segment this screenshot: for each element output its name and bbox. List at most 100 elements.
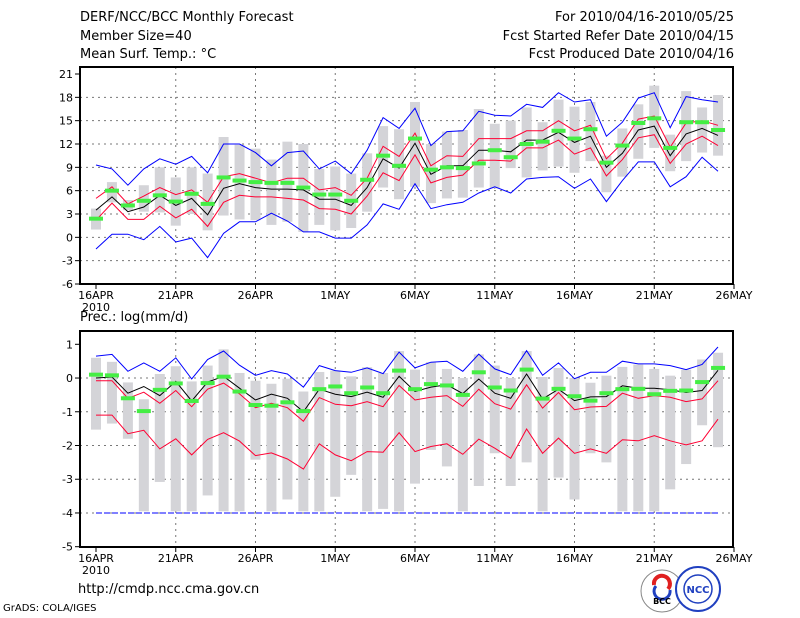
plot-frame [79, 66, 734, 285]
obs-marker [328, 192, 343, 197]
obs-marker [392, 368, 407, 373]
obs-marker [89, 216, 103, 221]
ncc-logo: NCC [675, 566, 721, 612]
x-tick-year-label: 2010 [82, 564, 110, 577]
ensemble-range-bar [601, 155, 612, 193]
bcc-logo: BCC [640, 569, 684, 613]
obs-marker [535, 396, 550, 401]
obs-marker [184, 398, 199, 403]
series-lower-line [96, 414, 719, 470]
ensemble-range-bar [617, 366, 628, 512]
forecast-started-date: Fcst Started Refer Date 2010/04/15 [502, 29, 734, 44]
obs-marker [248, 403, 263, 408]
y-tick-label: -5 [62, 541, 73, 554]
ensemble-range-bar [186, 381, 197, 512]
ensemble-range-bar [378, 372, 389, 509]
x-tick-label: 21APR [158, 552, 194, 565]
obs-marker [615, 143, 630, 148]
ensemble-range-bar [489, 365, 500, 454]
obs-marker [663, 388, 678, 393]
ensemble-range-bar [154, 167, 165, 213]
ensemble-range-bar [410, 102, 420, 187]
ensemble-range-bar [394, 351, 405, 512]
obs-marker [280, 180, 295, 185]
x-tick-label: 11MAY [476, 289, 513, 302]
obs-marker [535, 139, 550, 144]
website-url: http://cmdp.ncc.cma.gov.cn [78, 582, 260, 597]
obs-marker [312, 192, 327, 197]
bcc-logo-text: BCC [653, 597, 671, 606]
y-tick-label: -2 [62, 440, 73, 453]
y-tick-label: 1 [66, 338, 73, 351]
obs-marker [408, 387, 422, 392]
chart-title: DERF/NCC/BCC Monthly Forecast [80, 10, 294, 25]
precip-panel-title: Prec.: log(mm/d) [80, 310, 189, 325]
ensemble-range-bar [138, 399, 149, 512]
obs-marker [471, 370, 486, 375]
obs-marker [567, 394, 582, 399]
obs-marker [647, 116, 662, 121]
member-size: Member Size=40 [80, 29, 192, 44]
ensemble-range-bar [473, 109, 484, 188]
ensemble-range-bar [697, 107, 708, 153]
obs-marker [423, 382, 438, 387]
x-tick-label: 6MAY [400, 289, 430, 302]
obs-marker [631, 121, 646, 125]
obs-marker [168, 199, 183, 204]
obs-marker [312, 387, 327, 392]
x-tick-label: 26APR [238, 289, 274, 302]
obs-marker [152, 193, 167, 198]
obs-marker [695, 120, 710, 125]
obs-marker [392, 163, 407, 168]
obs-marker [200, 381, 215, 386]
obs-marker [503, 155, 518, 160]
obs-marker [264, 403, 279, 408]
ensemble-range-bar [633, 104, 644, 159]
temp-panel: -6 -3 0 3 6 9 12 15 18 21 16APR 21APR 26APR 1MAY 6MAY 1… [59, 66, 753, 314]
ensemble-range-bar [441, 131, 452, 199]
ensemble-range-bar [665, 134, 676, 172]
x-tick-label: 21MAY [636, 289, 673, 302]
ensemble-range-bar [697, 359, 708, 426]
obs-marker [487, 148, 502, 153]
ensemble-range-bar [314, 168, 325, 225]
obs-marker [567, 136, 582, 141]
series-max-line [95, 346, 719, 388]
ensemble-range-bar [505, 378, 516, 486]
obs-marker [344, 391, 359, 396]
y-tick-label: -1 [62, 406, 73, 419]
ensemble-range-bar [266, 159, 277, 225]
x-tick-label: 16APR [78, 289, 114, 302]
ensemble-range-bar [585, 102, 596, 162]
obs-marker [647, 392, 662, 397]
obs-marker [248, 180, 263, 185]
y-tick-label: -3 [62, 473, 73, 486]
obs-marker [408, 136, 422, 141]
ensemble-range-bar [537, 122, 548, 171]
ensemble-range-bar [330, 166, 341, 231]
obs-marker [376, 153, 391, 158]
ensemble-range-bar [346, 376, 357, 475]
obs-marker [200, 201, 215, 206]
ensemble-range-bar [713, 95, 724, 156]
ensemble-range-bar [521, 351, 532, 463]
obs-marker [104, 373, 119, 378]
x-tick-label: 21APR [158, 289, 194, 302]
obs-marker [599, 160, 614, 165]
obs-marker [184, 191, 199, 196]
ensemble-range-bar [234, 372, 245, 512]
ensemble-range-bar [282, 378, 293, 500]
ensemble-range-bar [489, 123, 500, 189]
obs-marker [423, 167, 438, 172]
x-tick-year-label: 2010 [82, 301, 110, 314]
ensemble-range-bar [186, 167, 197, 214]
ncc-logo-text: NCC [686, 585, 709, 596]
obs-marker [487, 385, 502, 390]
ensemble-range-bar [665, 375, 676, 490]
x-tick-label: 1MAY [320, 289, 350, 302]
ensemble-range-bar [457, 130, 468, 198]
x-tick-label: 26APR [238, 552, 274, 565]
obs-marker [439, 165, 454, 170]
obs-marker [296, 409, 311, 414]
ensemble-range-bar [91, 357, 101, 430]
